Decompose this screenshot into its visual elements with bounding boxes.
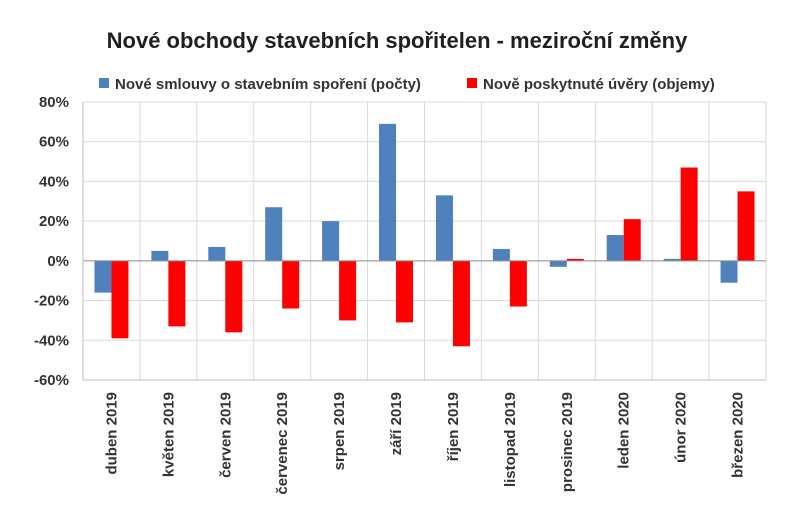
bar-contracts <box>208 246 226 261</box>
y-tick-label: 0% <box>47 253 69 270</box>
y-tick-label: 20% <box>39 213 69 230</box>
x-tick-label: srpen 2019 <box>331 392 348 470</box>
bar-loans <box>509 260 527 307</box>
x-tick-label: listopad 2019 <box>502 392 519 487</box>
bar-loans <box>680 167 698 261</box>
x-tick-label: leden 2020 <box>616 392 633 469</box>
bar-loans <box>452 260 470 347</box>
x-tick-label: září 2019 <box>388 392 405 455</box>
x-tick-label: duben 2019 <box>103 392 120 475</box>
bar-loans <box>566 258 584 261</box>
y-axis-ticks: -60% -40% -20% 0% 20% 40% 60% 80% <box>34 94 69 389</box>
bar-contracts <box>322 221 340 261</box>
legend: Nové smlouvy o stavebním spoření (počty)… <box>99 76 715 93</box>
bar-loans <box>623 219 641 261</box>
x-tick-label: říjen 2019 <box>445 392 462 461</box>
legend-swatch-contracts <box>99 78 109 88</box>
bar-contracts <box>549 260 567 267</box>
bars <box>94 123 755 347</box>
x-tick-label: červen 2019 <box>217 392 234 478</box>
x-tick-label: červenec 2019 <box>274 392 291 495</box>
y-tick-label: -20% <box>34 293 69 310</box>
gridlines <box>82 101 767 381</box>
legend-swatch-loans <box>467 78 477 88</box>
bar-loans <box>225 260 243 333</box>
bar-contracts <box>379 123 397 261</box>
y-tick-label: -60% <box>34 372 69 389</box>
legend-label-contracts: Nové smlouvy o stavebním spoření (počty) <box>115 76 421 93</box>
bar-loans <box>282 260 300 309</box>
x-axis-ticks: duben 2019 květen 2019 červen 2019 červenec… <box>103 392 746 495</box>
legend-label-loans: Nově poskytnuté úvěry (objemy) <box>483 76 715 93</box>
bar-loans <box>168 260 186 327</box>
bar-contracts <box>606 235 624 261</box>
bar-contracts <box>435 195 453 261</box>
axes <box>82 102 766 381</box>
y-tick-label: 40% <box>39 173 69 190</box>
bar-contracts <box>94 260 112 293</box>
bar-loans <box>737 191 755 261</box>
x-tick-label: prosinec 2019 <box>559 392 576 492</box>
bar-contracts <box>492 248 510 261</box>
y-tick-label: -40% <box>34 332 69 349</box>
bar-loans <box>111 260 129 339</box>
bar-loans <box>396 260 414 323</box>
bar-contracts <box>151 250 169 261</box>
chart-title: Nové obchody stavebních spořitelen - mez… <box>107 28 688 53</box>
x-tick-label: květen 2019 <box>160 392 177 477</box>
x-tick-label: únor 2020 <box>673 392 690 463</box>
x-tick-label: březen 2020 <box>730 392 747 478</box>
bar-loans <box>339 260 357 321</box>
y-tick-label: 60% <box>39 134 69 151</box>
y-tick-label: 80% <box>39 94 69 111</box>
bar-contracts <box>663 258 681 261</box>
bar-contracts <box>720 260 738 283</box>
bar-contracts <box>265 207 283 261</box>
